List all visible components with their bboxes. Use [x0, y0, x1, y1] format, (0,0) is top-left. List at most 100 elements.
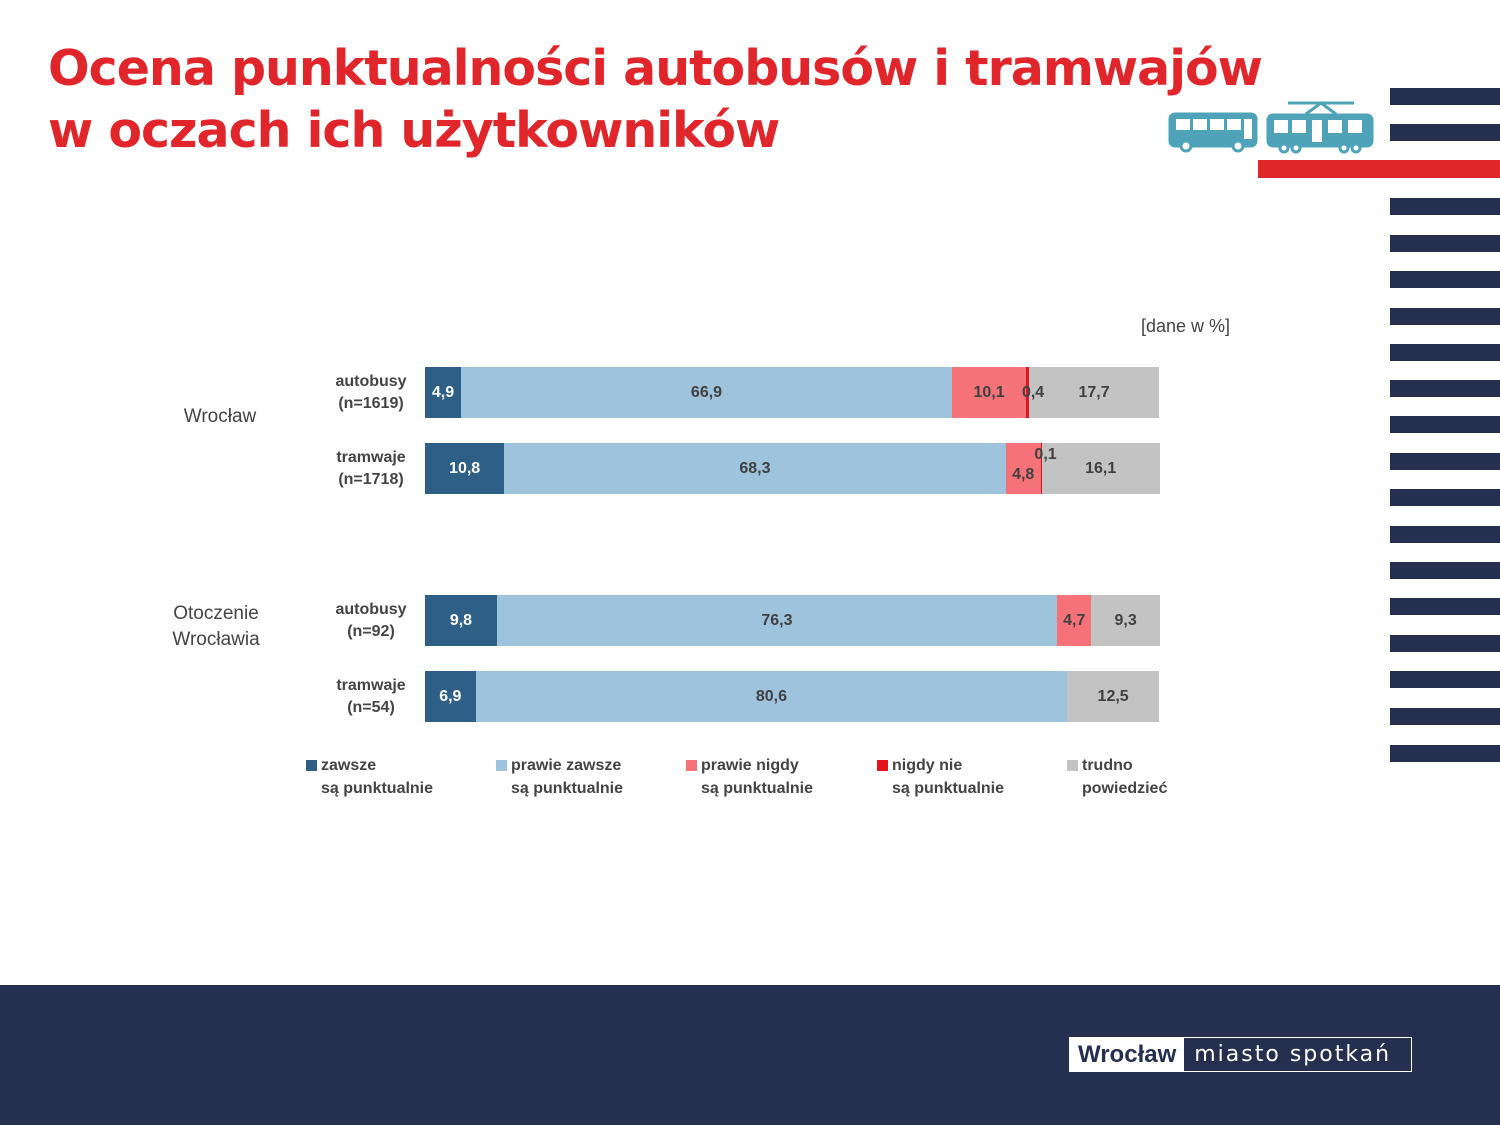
- legend-text: prawie zawsze: [511, 757, 622, 774]
- data-label: 4,8: [1012, 466, 1035, 483]
- category-name: tramwaje: [336, 676, 406, 694]
- group-label: Wrocław: [155, 404, 285, 430]
- logo-tagline: miasto spotkań: [1194, 1042, 1392, 1067]
- group-label-line: Wrocław: [183, 406, 257, 427]
- bar-segment: [504, 443, 1006, 494]
- stacked-bar: [425, 367, 1159, 418]
- data-label: 17,7: [1078, 383, 1110, 401]
- stripe: [1390, 526, 1500, 543]
- legend-swatch: [306, 760, 317, 771]
- footer-band: [0, 985, 1500, 1125]
- data-label: 10,8: [449, 459, 481, 477]
- bar-segment: [952, 367, 1027, 418]
- legend-swatch: [496, 760, 507, 771]
- stripe: [1390, 198, 1500, 215]
- bar-segment: [1026, 367, 1030, 418]
- vehicle-icons: [1168, 101, 1374, 154]
- stacked-bar: [425, 671, 1159, 722]
- stripe: [1390, 671, 1500, 688]
- bar-segment: [496, 595, 1057, 646]
- decorative-stripes: [1390, 0, 1500, 780]
- legend-text: powiedzieć: [1082, 780, 1168, 797]
- group-label-line: Otoczenie: [173, 603, 259, 624]
- unit-note: [dane w %]: [1140, 316, 1230, 336]
- stripe: [1390, 745, 1500, 762]
- legend-item: prawie nigdy są punktualnie: [686, 754, 813, 800]
- data-label: 10,1: [973, 383, 1005, 401]
- category-n: (n=54): [347, 698, 395, 716]
- legend-item: prawie zawsze są punktualnie: [496, 754, 623, 800]
- stripe: [1390, 235, 1500, 252]
- data-label: 4,7: [1063, 611, 1086, 629]
- bar-segment: [425, 367, 461, 418]
- category-label: tramwaje (n=54): [311, 675, 431, 719]
- stripe: [1390, 708, 1500, 725]
- bar-segment: [475, 671, 1068, 722]
- bar-segment: [1091, 595, 1160, 646]
- legend-item: zawsze są punktualnie: [306, 754, 433, 800]
- bar-segment: [425, 671, 476, 722]
- wroclaw-logo: Wrocław miasto spotkań: [1069, 1037, 1413, 1072]
- stripe: [1390, 598, 1500, 615]
- data-label: 80,6: [755, 687, 788, 705]
- bar-segment: [425, 443, 505, 494]
- bar-segment: [1005, 443, 1041, 494]
- legend-text: prawie nigdy: [701, 757, 799, 774]
- bar-segment: [460, 367, 952, 418]
- data-label: 12,5: [1097, 687, 1129, 705]
- legend-item: nigdy nie są punktualnie: [877, 754, 1004, 800]
- data-label: 4,9: [431, 383, 455, 401]
- stripe: [1390, 562, 1500, 579]
- stripe: [1390, 271, 1500, 288]
- legend-item: trudno powiedzieć: [1067, 754, 1167, 800]
- stripe: [1390, 453, 1500, 470]
- data-label: 6,9: [439, 687, 462, 705]
- title-line-2: w oczach ich użytkowników: [48, 102, 780, 159]
- legend-text: są punktualnie: [511, 780, 624, 797]
- category-name: autobusy: [335, 600, 407, 618]
- stripe: [1390, 635, 1500, 652]
- stacked-bar: [425, 443, 1160, 494]
- data-label: 9,3: [1114, 611, 1137, 629]
- title-line-1: Ocena punktualności autobusów i tramwajó…: [48, 40, 1263, 97]
- bar-segment: [1067, 671, 1159, 722]
- bus-icon: [1168, 112, 1258, 153]
- legend-text: nigdy nie: [892, 757, 963, 774]
- legend-text: zawsze: [321, 757, 377, 774]
- category-label: autobusy (n=92): [311, 599, 431, 643]
- legend-text: są punktualnie: [701, 780, 814, 797]
- data-label: 9,8: [449, 611, 473, 629]
- tram-icon: [1266, 101, 1374, 154]
- data-label: 76,3: [761, 611, 793, 629]
- bar-segment: [1029, 367, 1159, 418]
- legend-text: trudno: [1082, 757, 1133, 774]
- bar-segment: [1041, 443, 1160, 494]
- data-label: 16,1: [1085, 459, 1117, 477]
- data-label: 68,3: [739, 459, 771, 477]
- category-n: (n=1619): [338, 394, 404, 412]
- legend-swatch: [686, 760, 697, 771]
- legend-swatch: [877, 760, 888, 771]
- data-label: 66,9: [690, 383, 723, 401]
- legend-text: są punktualnie: [321, 780, 434, 797]
- stripe: [1390, 380, 1500, 397]
- logo-city: Wrocław: [1070, 1038, 1185, 1071]
- bar-segment: [425, 595, 497, 646]
- legend-swatch: [1067, 760, 1078, 771]
- category-name: tramwaje: [336, 448, 406, 466]
- stacked-bar: [425, 595, 1160, 646]
- group-label-line: Wrocławia: [172, 629, 260, 650]
- data-label: 0,1: [1034, 446, 1057, 463]
- category-label: tramwaje (n=1718): [311, 447, 431, 491]
- category-label: autobusy (n=1619): [311, 371, 431, 415]
- stripe: [1390, 124, 1500, 141]
- stripe: [1390, 88, 1500, 105]
- stripe: [1390, 344, 1500, 361]
- group-label: Otoczenie Wrocławia: [151, 601, 281, 653]
- decorative-red-bar: [1258, 160, 1500, 178]
- legend-text: są punktualnie: [892, 780, 1005, 797]
- category-n: (n=1718): [338, 470, 404, 488]
- stripe: [1390, 489, 1500, 506]
- bar-segment: [1056, 595, 1092, 646]
- data-label: 0,4: [1021, 383, 1045, 401]
